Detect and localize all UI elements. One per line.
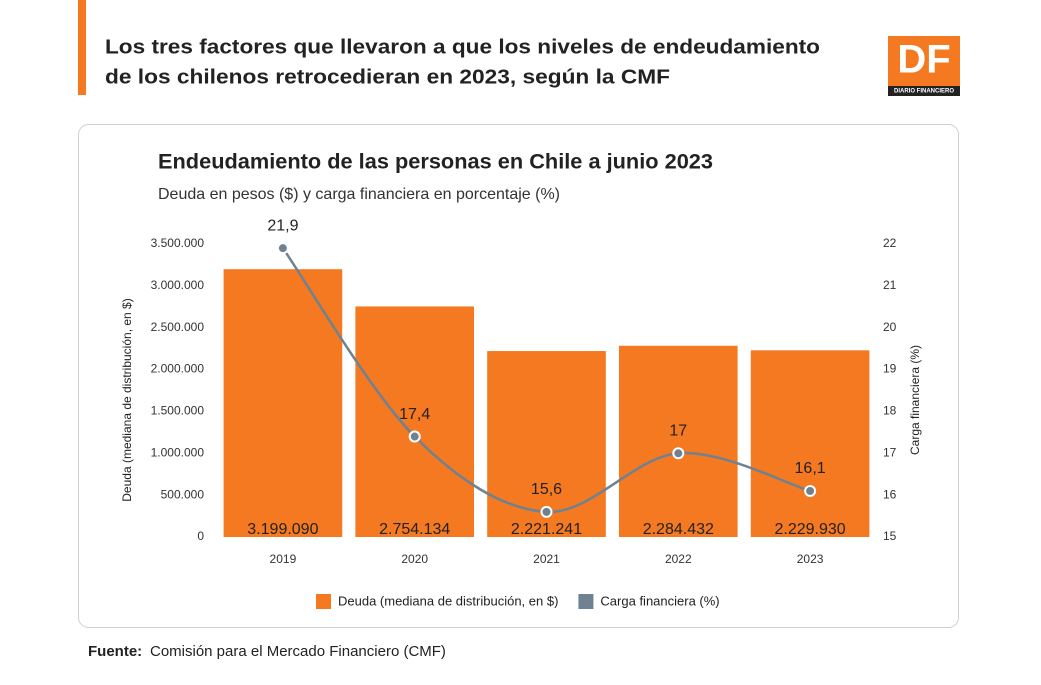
- line-value-label: 16,1: [795, 460, 826, 477]
- line-value-label: 17,4: [399, 406, 430, 423]
- y-tick-label: 0: [197, 529, 204, 543]
- y-tick-label: 3.500.000: [151, 236, 205, 250]
- line-point: [276, 242, 289, 255]
- logo-strip: [888, 86, 960, 96]
- logo: [888, 36, 960, 86]
- x-tick-label: 2022: [665, 552, 692, 566]
- x-tick-label: 2021: [533, 552, 560, 566]
- headline: Los tres factores que llevaron a que los…: [105, 36, 820, 58]
- y-tick-label: 2.500.000: [151, 320, 205, 334]
- y-tick-label: 1.000.000: [151, 445, 205, 459]
- accent-bar: [78, 0, 86, 95]
- x-tick-label: 2020: [401, 552, 428, 566]
- y2-tick-label: 22: [883, 236, 897, 250]
- y2-tick-label: 20: [883, 320, 897, 334]
- y2-tick-label: 18: [883, 404, 897, 418]
- line: [281, 247, 811, 514]
- line-value-label: 17: [669, 423, 687, 440]
- y2-tick-label: 21: [883, 278, 897, 292]
- bar-value-label: 2.221.241: [511, 521, 582, 538]
- logo-text: DF: [897, 38, 950, 82]
- legend-swatch: [578, 594, 594, 609]
- bar-value-label: 2.754.134: [379, 521, 450, 538]
- line-point: [804, 484, 817, 497]
- bar-value-label: 2.229.930: [775, 521, 846, 538]
- y-axis-title: Deuda (mediana de distribución, en $): [120, 298, 134, 501]
- x-tick-label: 2023: [797, 552, 824, 566]
- bar-value-label: 3.199.090: [247, 521, 318, 538]
- chart-subtitle: Deuda en pesos ($) y carga financiera en…: [158, 186, 560, 203]
- bar: [355, 306, 475, 537]
- y-tick-label: 1.500.000: [151, 404, 205, 418]
- line-point: [672, 447, 685, 460]
- source-label: Fuente:: [88, 643, 142, 660]
- bar-value-label: 2.284.432: [643, 521, 714, 538]
- y-tick-label: 500.000: [161, 487, 205, 501]
- bar: [750, 350, 870, 537]
- y-tick-label: 2.000.000: [151, 362, 205, 376]
- line-point: [540, 505, 553, 518]
- y2-tick-label: 19: [883, 362, 897, 376]
- y2-tick-label: 15: [883, 529, 897, 543]
- legend-label: Deuda (mediana de distribución, en $): [338, 593, 558, 608]
- line-point: [408, 430, 421, 443]
- legend-swatch: [316, 594, 331, 609]
- line-value-label: 15,6: [531, 481, 562, 498]
- y-tick-label: 3.000.000: [151, 278, 205, 292]
- logo-sub: DIARIO FINANCIERO: [894, 89, 954, 95]
- bar: [223, 269, 343, 537]
- legend-label: Carga financiera (%): [600, 593, 719, 608]
- y2-axis-title: Carga financiera (%): [908, 345, 922, 455]
- headline: de los chilenos retrocedieran en 2023, s…: [105, 66, 670, 88]
- chart-title: Endeudamiento de las personas en Chile a…: [158, 151, 713, 174]
- x-tick-label: 2019: [270, 552, 297, 566]
- y2-tick-label: 16: [883, 487, 897, 501]
- source-text: Comisión para el Mercado Financiero (CMF…: [150, 643, 446, 660]
- y2-tick-label: 17: [883, 445, 897, 459]
- bar: [618, 345, 738, 537]
- line-value-label: 21,9: [267, 217, 298, 234]
